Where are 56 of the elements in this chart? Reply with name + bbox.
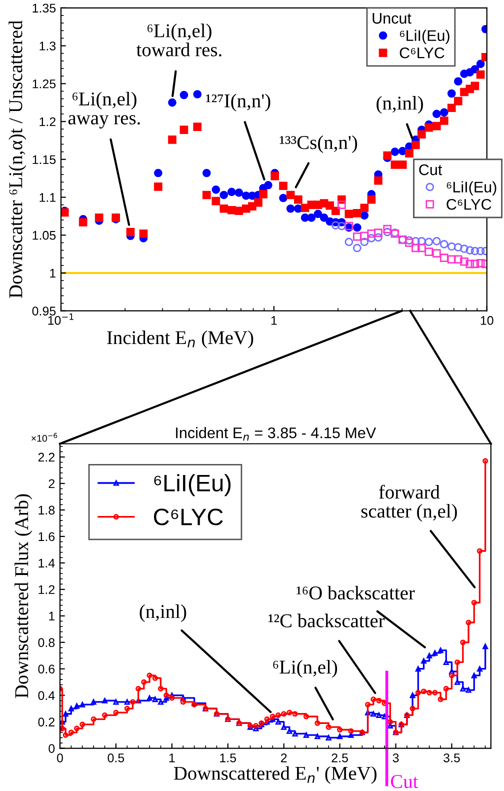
text: ×10$^{−6}$ — [32, 432, 58, 442]
x-tick-label: 0.5 — [108, 753, 124, 762]
annotation: (n,inl) — [140, 604, 186, 622]
y-tick-label: 1.25 — [32, 79, 56, 88]
y-tick-label: 2 — [48, 479, 54, 488]
y-tick-label: 2.2 — [38, 452, 54, 462]
y-tick-label: 0 — [48, 744, 55, 753]
text: Cut — [419, 164, 442, 176]
y-tick-label: 1 — [50, 268, 56, 278]
x-tick-label: 1 — [169, 754, 175, 762]
annotation: (n,inl) — [376, 96, 423, 114]
x-axis-title: Incident E$_{n}$ (MeV) — [107, 330, 254, 348]
y-tick-label: 0.4 — [38, 691, 55, 700]
legend-label: ⁶LiI(Eu) — [446, 181, 496, 196]
x-tick-label: 2.5 — [332, 753, 348, 762]
y-tick-label: 1 — [49, 612, 55, 620]
y-tick-label: 1.05 — [32, 230, 56, 240]
y-tick-label: 1.4 — [38, 558, 55, 568]
x-tick-label: 0 — [56, 753, 63, 762]
y-tick-label: 0.8 — [38, 638, 55, 648]
annotation: ¹²⁷I(n,n') — [206, 94, 270, 112]
annotation: ¹²C backscatter — [268, 614, 385, 628]
text: Uncut — [372, 13, 412, 24]
annotation: forward scatter (n,el) — [361, 484, 457, 522]
annotation: ¹³³Cs(n,n') — [280, 135, 358, 154]
y-tick-label: 0.6 — [38, 664, 55, 674]
annotation: ⁶Li(n,el) — [273, 660, 338, 678]
y-tick-label: 1.6 — [38, 532, 55, 542]
x-axis-title: Downscattered E$_{n}$' (MeV) — [174, 766, 376, 784]
legend-label: C⁶LYC — [446, 198, 492, 210]
legend-label: C⁶LYC — [400, 47, 444, 58]
y-axis-title: Downscattered Flux (Arb) — [14, 494, 32, 698]
y-tick-label: 1.8 — [38, 506, 55, 515]
annotation: ⁶Li(n,el) toward res. — [136, 24, 222, 56]
y-tick-label: 1.15 — [32, 155, 56, 164]
annotation: ⁶Li(n,el) away res. — [68, 92, 140, 128]
x-tick-label: 1.5 — [220, 754, 236, 762]
y-tick-label: 1.2 — [40, 117, 56, 126]
legend-label: ⁶LiI(Eu) — [400, 30, 450, 44]
y-tick-label: 1.2 — [38, 585, 54, 594]
x-tick-label: 10 — [480, 316, 494, 325]
ref-line-label: Cut — [390, 775, 418, 788]
annotation: ¹⁶O backscatter — [296, 586, 415, 600]
x-tick-label: 2 — [280, 753, 287, 762]
y-tick-label: 1.35 — [32, 4, 56, 13]
y-tick-label: 1.3 — [40, 42, 56, 50]
x-tick-label: 3 — [392, 753, 399, 762]
chart-title: Incident E$_{n}$ = 3.85 - 4.15 MeV — [176, 427, 376, 441]
legend-label: ⁶LiI(Eu) — [154, 474, 231, 496]
y-tick-label: 0.2 — [38, 718, 54, 726]
x-tick-label: 3.5 — [444, 753, 460, 762]
x-tick-label: 1 — [271, 316, 277, 325]
y-axis-title: Downscatter ⁶Li(n,α)t / Unscattered — [8, 20, 26, 298]
y-tick-label: 0.95 — [32, 306, 56, 316]
legend-label: C⁶LYC — [154, 508, 223, 526]
y-tick-label: 1.1 — [40, 193, 56, 202]
